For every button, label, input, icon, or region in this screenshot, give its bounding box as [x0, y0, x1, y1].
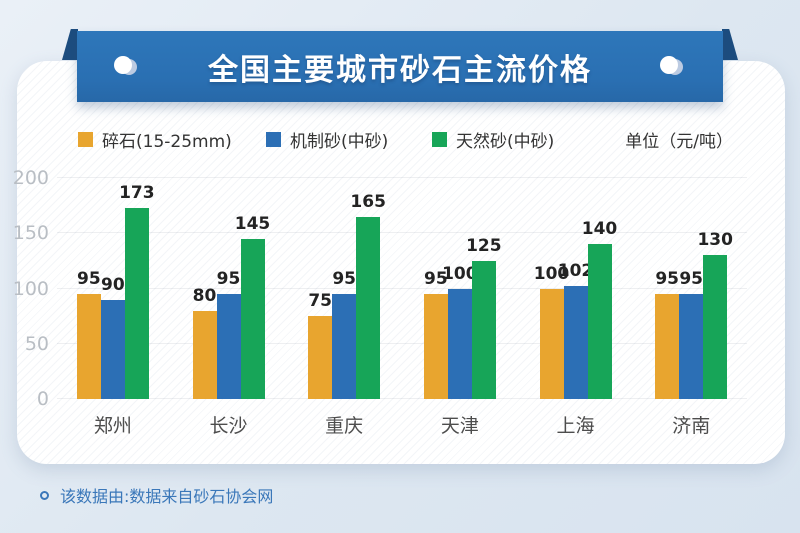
- legend-label: 碎石(15-25mm): [102, 132, 232, 152]
- ribbon-fold-left: [62, 29, 78, 60]
- gridline: [57, 342, 747, 344]
- legend-swatch: [266, 132, 281, 147]
- bar-value-label: 125: [466, 235, 502, 256]
- bar: 95: [76, 269, 101, 399]
- bar: 100: [442, 264, 478, 399]
- bar-value-label: 95: [76, 269, 101, 290]
- bar: 130: [697, 230, 733, 399]
- bar: 75: [308, 291, 333, 399]
- plot-area: 0 50 100 150 200 95 90 173 80 95 145 75 95 165 95 100 12…: [13, 167, 749, 410]
- bar: 95: [332, 269, 357, 399]
- bar-value-label: 145: [234, 213, 271, 234]
- legend-item-natural-sand: 天然砂(中砂): [432, 127, 554, 152]
- bar-group: 75 95 165: [286, 178, 402, 399]
- bar: 95: [216, 269, 241, 399]
- bar: 125: [466, 236, 502, 399]
- x-axis-label: 长沙: [209, 415, 248, 437]
- bar: 100: [534, 264, 569, 399]
- x-axis-label: 上海: [556, 415, 595, 437]
- bar: 165: [350, 192, 386, 399]
- bar-value-label: 100: [533, 263, 570, 284]
- y-axis-tick-label: 150: [12, 222, 49, 245]
- x-axis-label: 重庆: [325, 415, 364, 437]
- bar: 95: [679, 269, 704, 399]
- bar: 140: [582, 219, 617, 399]
- gridline: [57, 398, 747, 399]
- bar-group: 95 90 173: [55, 178, 171, 399]
- bar-value-label: 90: [100, 274, 125, 295]
- bar-value-label: 95: [679, 269, 704, 290]
- legend-label: 机制砂(中砂): [290, 132, 389, 152]
- bar-value-label: 102: [557, 261, 594, 282]
- bar-value-label: 80: [192, 285, 217, 306]
- bar-value-label: 165: [350, 191, 386, 212]
- bar: 90: [100, 275, 125, 399]
- x-axis-label: 郑州: [93, 415, 132, 437]
- bar-group: 80 95 145: [171, 178, 287, 399]
- bar-value-label: 95: [332, 269, 357, 290]
- ribbon-pin-right-icon: [660, 56, 683, 75]
- bar: 95: [655, 269, 680, 399]
- data-source-note: 该数据由:数据来自砂石协会网: [40, 483, 273, 507]
- gridline: [57, 287, 747, 289]
- y-axis-tick-label: 50: [24, 332, 49, 355]
- bar-value-label: 100: [442, 263, 478, 284]
- y-axis-tick-label: 0: [36, 388, 49, 410]
- bar-group: 95 95 130: [633, 178, 749, 399]
- title-ribbon: 全国主要城市砂石主流价格: [77, 31, 723, 102]
- bar-group: 95 100 125: [402, 178, 518, 399]
- bar: 145: [235, 214, 270, 399]
- bar-group: 100 102 140: [518, 178, 634, 399]
- legend-item-manufactured-sand: 机制砂(中砂): [266, 127, 388, 152]
- legend-swatch: [78, 132, 93, 147]
- ribbon-pin-left-icon: [114, 56, 137, 75]
- legend-label: 天然砂(中砂): [456, 132, 555, 152]
- legend: 碎石(15-25mm) 机制砂(中砂) 天然砂(中砂) 单位（元/吨）: [17, 127, 785, 152]
- bar-value-label: 95: [424, 269, 448, 290]
- bar-value-label: 140: [581, 219, 618, 240]
- y-axis-tick-label: 200: [12, 167, 49, 189]
- legend-swatch: [432, 132, 447, 147]
- bar-value-label: 95: [655, 269, 680, 290]
- bar: 95: [423, 269, 448, 399]
- x-axis-label: 济南: [672, 415, 711, 437]
- bar-value-label: 173: [119, 182, 155, 203]
- bar-value-label: 95: [216, 269, 241, 290]
- y-axis-tick-label: 100: [12, 277, 49, 300]
- bar: 102: [558, 261, 593, 399]
- page-title: 全国主要城市砂石主流价格: [208, 52, 592, 88]
- gridline: [57, 232, 747, 234]
- bar-value-label: 130: [697, 230, 733, 251]
- gridline: [57, 177, 747, 178]
- chart-card: 碎石(15-25mm) 机制砂(中砂) 天然砂(中砂) 单位（元/吨） 0 50 1…: [13, 61, 785, 464]
- bar: 173: [119, 183, 155, 399]
- x-axis: 郑州 长沙 重庆 天津 上海 济南: [55, 411, 749, 438]
- data-source-text: 该数据由:数据来自砂石协会网: [60, 487, 274, 506]
- legend-item-crushed-stone: 碎石(15-25mm): [78, 127, 232, 152]
- ribbon-fold-right: [722, 29, 738, 60]
- circle-bullet-icon: [40, 490, 49, 500]
- bar-value-label: 75: [308, 291, 333, 312]
- unit-label: 单位（元/吨）: [625, 132, 733, 152]
- x-axis-label: 天津: [440, 415, 479, 437]
- bar: 80: [192, 286, 217, 399]
